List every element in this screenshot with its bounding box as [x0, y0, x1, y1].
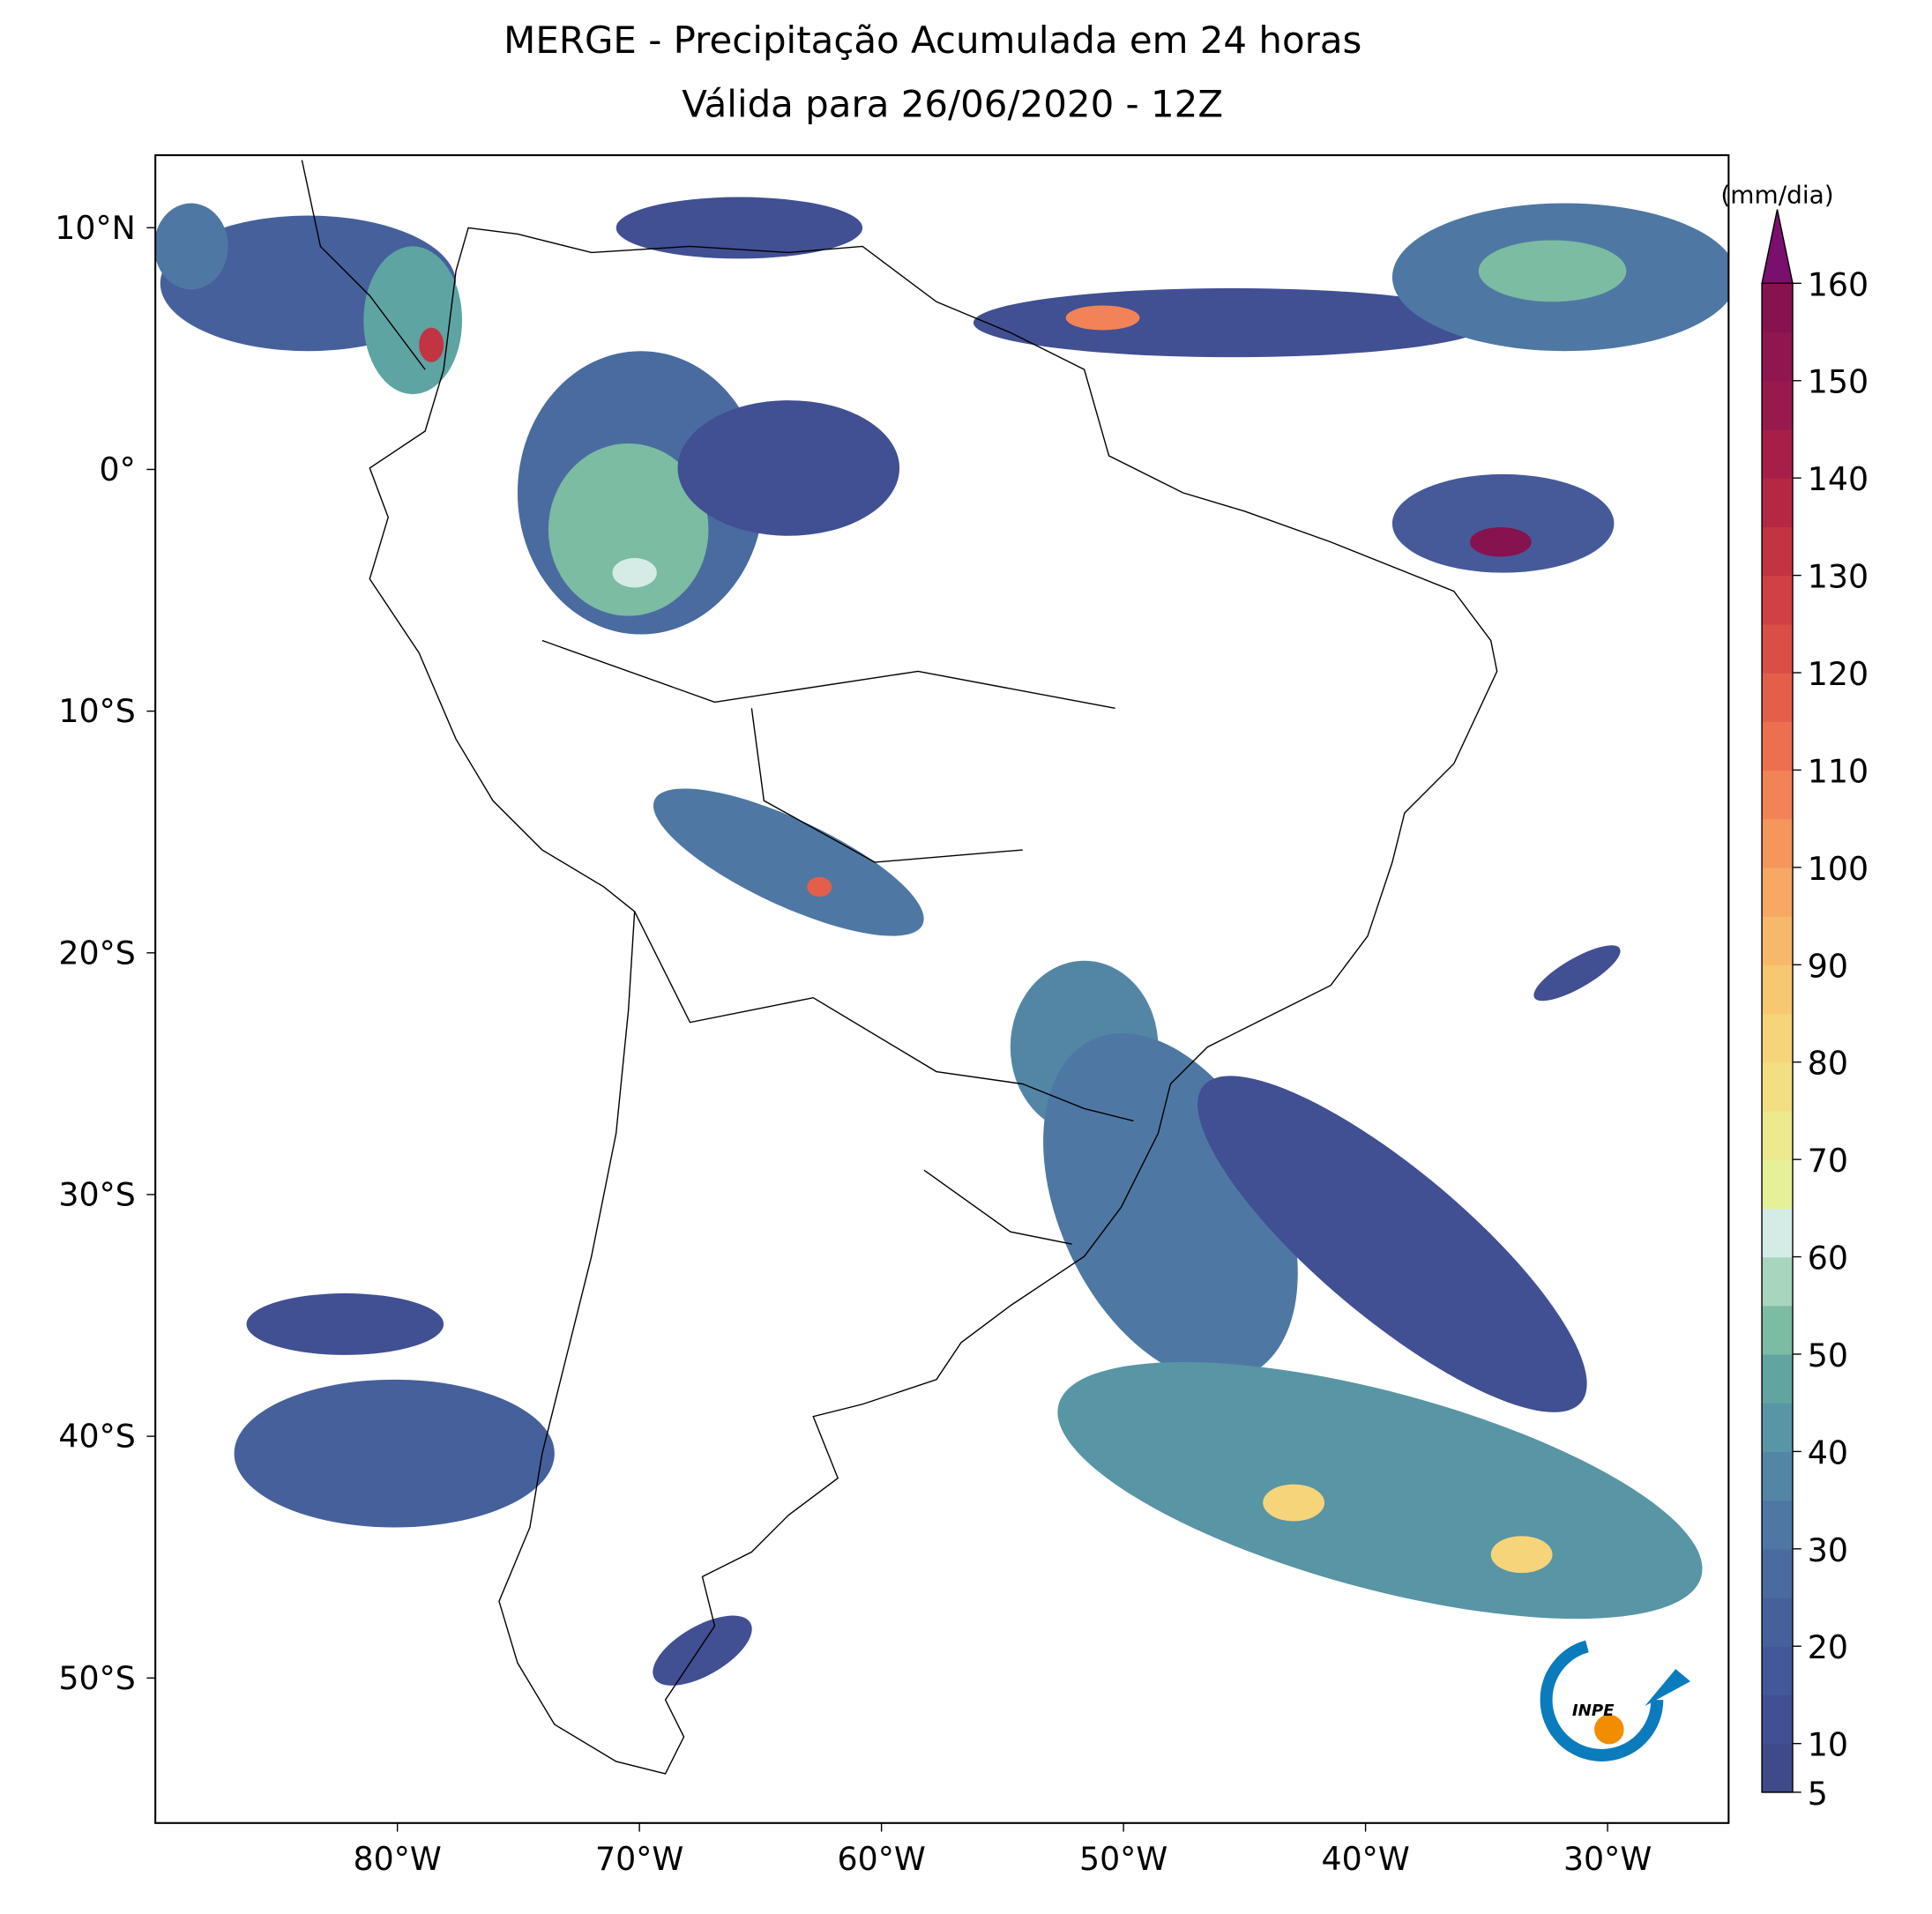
colorbar-band — [1762, 770, 1793, 820]
colorbar-band — [1762, 283, 1793, 333]
x-tick-label: 30°W — [1563, 1840, 1652, 1878]
colorbar-band — [1762, 1500, 1793, 1550]
colorbar-tick-label: 60 — [1808, 1240, 1848, 1277]
colorbar-band — [1762, 575, 1793, 625]
colorbar-band — [1762, 331, 1793, 382]
colorbar-band — [1762, 1548, 1793, 1598]
colorbar-tick-label: 40 — [1808, 1434, 1848, 1471]
colorbar-tick-label: 80 — [1808, 1045, 1848, 1083]
y-tick-label: 30°S — [58, 1176, 135, 1214]
logo: INPE — [1540, 1638, 1691, 1761]
x-tick-label: 40°W — [1321, 1840, 1409, 1878]
colorbar-band — [1762, 916, 1793, 965]
colorbar-band — [1762, 1110, 1793, 1160]
y-tick-label: 10°N — [55, 209, 136, 247]
logo-text: INPE — [1572, 1702, 1615, 1720]
colorbar-band — [1762, 1159, 1793, 1210]
colorbar-band — [1762, 1646, 1793, 1696]
colorbar-band — [1762, 1353, 1793, 1404]
colorbar-tick-label: 150 — [1808, 363, 1869, 401]
colorbar-extend — [1761, 209, 1794, 285]
title: MERGE - Precipitação Acumulada em 24 hor… — [504, 19, 1361, 62]
colorbar-band — [1762, 673, 1793, 722]
x-tick-label: 70°W — [595, 1840, 683, 1878]
colorbar-tick-label: 70 — [1808, 1142, 1848, 1180]
colorbar-tick-label: 110 — [1808, 752, 1869, 790]
colorbar-band — [1762, 721, 1793, 771]
colorbar-band — [1762, 1061, 1793, 1112]
colorbar-band — [1762, 1305, 1793, 1355]
colorbar-frame — [1761, 283, 1794, 1793]
colorbar-tick-label: 160 — [1808, 265, 1869, 303]
colorbar-band — [1762, 818, 1793, 868]
colorbar-tick-label: 5 — [1808, 1775, 1828, 1813]
colorbar-band — [1762, 1694, 1793, 1745]
colorbar-band — [1762, 428, 1793, 479]
x-tick-label: 80°W — [354, 1840, 442, 1878]
colorbar-band — [1762, 1403, 1793, 1453]
colorbar-band — [1762, 1208, 1793, 1258]
colorbar-tick-label: 100 — [1808, 850, 1869, 888]
map-frame — [154, 153, 1730, 1824]
colorbar-tick-label: 120 — [1808, 655, 1869, 693]
colorbar-band — [1762, 1451, 1793, 1501]
colorbar-band — [1762, 964, 1793, 1015]
colorbar-band — [1762, 1597, 1793, 1647]
colorbar-band — [1762, 478, 1793, 528]
colorbar-tick-label: 90 — [1808, 947, 1848, 985]
colorbar-tick-label: 10 — [1808, 1726, 1848, 1764]
subtitle: Válida para 26/06/2020 - 12Z — [682, 83, 1223, 126]
colorbar-band — [1762, 1013, 1793, 1063]
colorbar-band — [1762, 526, 1793, 577]
precipitation-field — [155, 197, 1729, 1686]
y-tick-label: 20°S — [58, 934, 135, 972]
colorbar-band — [1762, 1256, 1793, 1307]
y-tick-label: 40°S — [58, 1418, 135, 1456]
colorbar-tick-label: 130 — [1808, 558, 1869, 596]
coastlines — [301, 160, 1498, 1775]
x-tick-label: 60°W — [837, 1840, 925, 1878]
colorbar-tick-label: 140 — [1808, 460, 1869, 498]
colorbar-band — [1762, 1743, 1793, 1793]
colorbar-tick-label: 50 — [1808, 1337, 1848, 1374]
colorbar-label: (mm/dia) — [1720, 181, 1833, 210]
colorbar-tick-label: 30 — [1808, 1531, 1848, 1569]
colorbar-band — [1762, 867, 1793, 917]
colorbar-band — [1762, 380, 1793, 430]
y-tick-label: 0° — [100, 451, 136, 488]
y-tick-label: 10°S — [58, 692, 135, 730]
colorbar-tick-label: 20 — [1808, 1628, 1848, 1666]
y-tick-label: 50°S — [58, 1659, 135, 1697]
colorbar-band — [1762, 623, 1793, 674]
x-tick-label: 50°W — [1079, 1840, 1167, 1878]
